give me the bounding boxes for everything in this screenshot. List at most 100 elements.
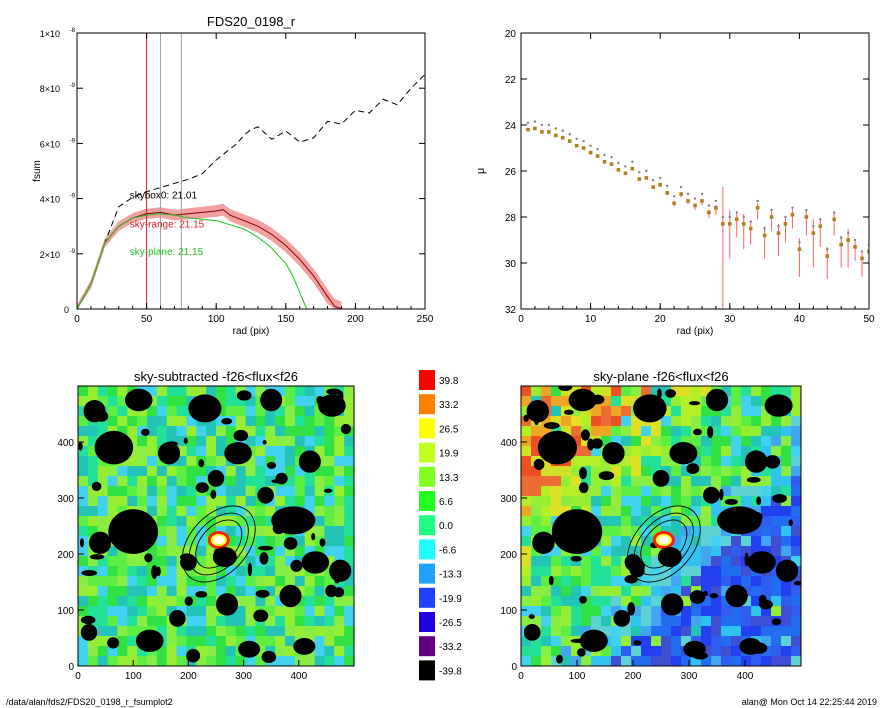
mask-dot [689,590,706,604]
data-point-alt [686,192,690,196]
y-tick-label: 200 [500,550,517,561]
pixel-cell [186,436,197,447]
pixel-cell [581,586,592,597]
isophote-ellipse [188,512,249,576]
pixel-cell [641,646,652,657]
pixel-cell [611,386,622,397]
pixel-cell [781,526,792,537]
pixel-cell [731,636,742,647]
pixel-cell [225,636,237,647]
pixel-cell [147,576,158,587]
pixel-cell [781,616,792,627]
pixel-cell [186,486,197,497]
pixel-cell [621,426,632,437]
pixel-cell [621,456,632,467]
pixel-cell [245,596,256,607]
pixel-cell [601,616,612,627]
pixel-cell [611,576,622,587]
pixel-cell [541,626,552,637]
pixel-cell [551,546,562,557]
pixel-cell [324,446,335,457]
data-point-alt [839,236,843,239]
pixel-cell [571,486,582,497]
pixel-cell [771,556,782,567]
pixel-cell [661,586,672,597]
pixel-cell [166,546,178,557]
y-tick-label: 30 [505,259,517,270]
data-point-alt [554,127,557,130]
pixel-cell [681,486,692,497]
pixel-cell [521,646,532,657]
pixel-cell [166,656,178,666]
pixel-cell [721,556,732,567]
pixel-cell [711,406,722,417]
pixel-cell [285,546,296,557]
pixel-cell [591,416,602,427]
pixel-cell [245,406,256,417]
pixel-cell [521,596,532,607]
pixel-cell [661,486,672,497]
pixel-cell [127,586,138,597]
pixel-cell [651,526,662,537]
mask-dot [692,652,708,660]
pixel-cell [127,636,138,647]
pixel-cell [137,556,148,567]
pixel-cell [206,516,217,527]
pixel-cell [117,656,128,666]
pixel-cell [275,446,286,457]
pixel-cell [275,586,286,597]
pixel-cell [196,506,207,517]
mask-dot [326,388,342,395]
pixel-cell [761,496,772,507]
pixel-cell [731,606,742,617]
pixel-cell [324,506,335,517]
pixel-cell [611,496,622,507]
pixel-cell [206,596,217,607]
pixel-cell [344,546,354,557]
pixel-cell [781,416,792,427]
pixel-cell [304,426,316,437]
pixel-cell [255,386,266,397]
pixel-cell [681,606,692,617]
pixel-cell [781,426,792,437]
pixel-cell [791,536,801,547]
pixel-cell [87,556,99,567]
pixel-cell [196,656,207,666]
pixel-cell [521,616,532,627]
pixel-cell [761,646,772,657]
pixel-cell [601,476,612,487]
pixel-cell [551,596,562,607]
pixel-cell [285,656,296,666]
pixel-cell [731,406,742,417]
pixel-cell [147,476,158,487]
y-tick-label: 4×10 [40,195,60,205]
pixel-cell [591,576,602,587]
pixel-cell [87,646,99,657]
pixel-cell [255,406,266,417]
pixel-cell [761,656,772,666]
pixel-cell [216,386,227,397]
mask-dot [78,442,83,451]
pixel-cell [107,396,118,407]
pixel-cell [147,436,158,447]
pixel-cell [771,596,782,607]
pixel-cell [97,496,109,507]
pixel-cell [87,606,99,617]
pixel-cell [235,516,247,527]
pixel-cell [235,576,247,587]
pixel-cell [304,476,316,487]
pixel-cell [245,396,256,407]
x-tick-label: 50 [141,314,153,325]
pixel-cell [294,536,306,547]
pixel-cell [87,476,99,487]
pixel-cell [275,646,286,657]
pixel-cell [314,446,325,457]
mask-dot [334,575,340,584]
image-frame [77,385,355,667]
pixel-cell [751,416,762,427]
mask-blob [80,624,98,641]
pixel-cell [781,476,792,487]
pixel-cell [671,466,682,477]
pixel-cell [235,616,247,627]
pixel-cell [216,456,227,467]
